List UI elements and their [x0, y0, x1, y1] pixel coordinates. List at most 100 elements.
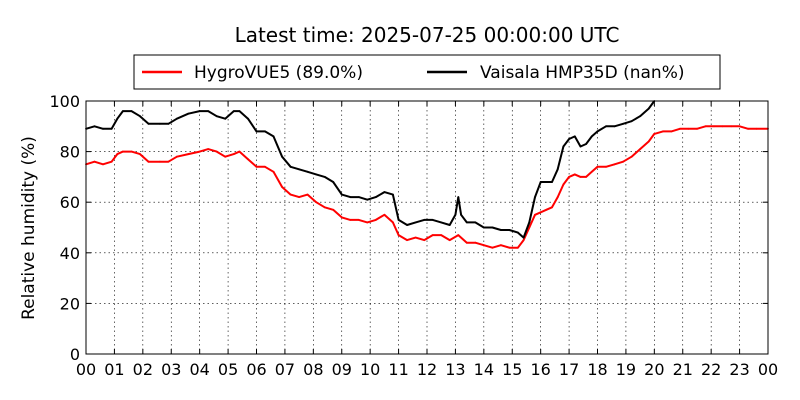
- series-0-point: [176, 155, 178, 158]
- series-0-point: [357, 219, 360, 221]
- series-1-point: [306, 170, 309, 173]
- series-1-point: [247, 117, 249, 120]
- series-0-point: [500, 244, 502, 247]
- y-tick-label: 20: [60, 294, 80, 313]
- x-tick-label: 11: [388, 360, 408, 379]
- series-1-point: [176, 117, 178, 120]
- series-1-point: [264, 130, 266, 133]
- series-0-point: [440, 234, 443, 237]
- x-tick-label: 17: [559, 360, 579, 379]
- series-0-point: [696, 127, 698, 130]
- series-1-point: [613, 125, 616, 128]
- series-1-point: [596, 130, 599, 133]
- series-0-point: [207, 148, 210, 151]
- series-1-point: [539, 181, 542, 183]
- y-tick-label: 40: [60, 244, 80, 263]
- series-1-point: [349, 196, 352, 199]
- x-tick-label: 06: [246, 360, 266, 379]
- series-1-point: [167, 122, 170, 125]
- series-1-point: [116, 117, 119, 120]
- series-0-point: [528, 226, 531, 229]
- series-0-point: [298, 196, 300, 199]
- series-0-point: [679, 127, 681, 130]
- series-0-point: [110, 160, 113, 163]
- series-0-point: [102, 163, 104, 166]
- series-0-point: [534, 213, 536, 216]
- series-0-point: [647, 140, 650, 143]
- series-1-point: [232, 110, 235, 112]
- x-tick-label: 03: [161, 360, 181, 379]
- series-1-point: [198, 110, 201, 112]
- legend-label-hygrovue5: HygroVUE5 (89.0%): [194, 63, 363, 83]
- x-tick-label: 14: [474, 360, 494, 379]
- series-1-point: [474, 221, 477, 224]
- series-0-point: [232, 153, 235, 156]
- x-tick-label: 00: [76, 360, 96, 379]
- x-tick-label: 00: [758, 360, 778, 379]
- series-1-point: [431, 219, 434, 221]
- y-tick-label: 80: [60, 143, 80, 162]
- series-0-point: [272, 170, 275, 173]
- x-tick-label: 10: [360, 360, 380, 379]
- series-1-point: [545, 181, 548, 183]
- series-1-point: [187, 112, 190, 115]
- grid: [86, 101, 768, 354]
- series-0-point: [264, 165, 266, 168]
- series-0-point: [585, 176, 587, 178]
- series-1-point: [238, 110, 241, 112]
- series-1-point: [298, 168, 300, 171]
- series-1-point: [414, 221, 417, 224]
- series-1-point: [457, 196, 460, 199]
- series-1-point: [340, 193, 343, 196]
- series-1-point: [215, 115, 218, 118]
- series-1-point: [110, 127, 113, 130]
- series-1-point: [130, 110, 133, 112]
- series-0-point: [374, 219, 377, 221]
- series-0-point: [670, 130, 673, 133]
- series-1-point: [639, 115, 641, 118]
- series-0-point: [687, 127, 690, 130]
- x-tick-label: 13: [445, 360, 465, 379]
- series-0-point: [605, 165, 607, 168]
- x-tick-label: 20: [644, 360, 664, 379]
- x-tick-label: 19: [616, 360, 636, 379]
- series-1-point: [630, 120, 633, 123]
- series-layer: [85, 100, 769, 249]
- series-0-point: [159, 160, 161, 163]
- x-tick-label: 12: [417, 360, 437, 379]
- series-0-point: [747, 127, 749, 130]
- series-0-point: [247, 158, 249, 161]
- x-tick-label: 16: [530, 360, 550, 379]
- series-0-point: [315, 201, 318, 204]
- series-0-point: [556, 196, 559, 199]
- x-tick-label: 08: [303, 360, 323, 379]
- series-0-point: [392, 221, 394, 224]
- series-1-point: [522, 236, 525, 239]
- x-tick-label: 05: [218, 360, 238, 379]
- series-1-point: [397, 219, 400, 221]
- series-0-point: [551, 206, 553, 209]
- series-1-point: [147, 122, 150, 125]
- series-0-point: [713, 125, 715, 128]
- series-0-point: [332, 208, 335, 211]
- series-0-point: [397, 234, 400, 237]
- series-1-point: [465, 221, 468, 224]
- series-0-point: [738, 125, 741, 128]
- x-tick-label: 23: [729, 360, 749, 379]
- series-0-point: [414, 236, 417, 239]
- series-0-point: [639, 148, 641, 151]
- series-0-point: [596, 165, 599, 168]
- series-1-point: [585, 143, 587, 145]
- x-tick-label: 01: [104, 360, 124, 379]
- series-1-point: [482, 226, 485, 229]
- x-tick-label: 22: [701, 360, 721, 379]
- series-0-point: [508, 246, 511, 249]
- series-1-point: [224, 117, 227, 120]
- series-1-point: [315, 173, 318, 176]
- series-1-point: [392, 193, 394, 196]
- series-1-point: [207, 110, 210, 112]
- series-0-point: [630, 155, 633, 158]
- series-0-point: [383, 213, 386, 216]
- series-0-point: [238, 150, 241, 153]
- series-1-point: [159, 122, 161, 125]
